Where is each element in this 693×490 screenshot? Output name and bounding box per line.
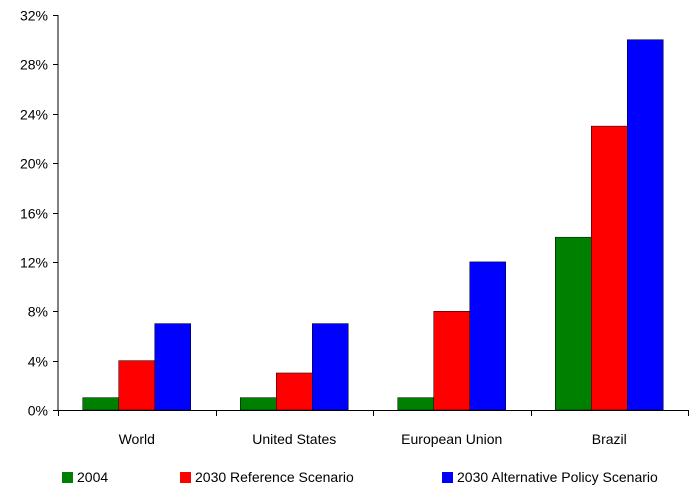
bars [82, 39, 664, 411]
legend-label-2030-reference: 2030 Reference Scenario [195, 469, 354, 485]
legend: 2004 2030 Reference Scenario 2030 Altern… [0, 466, 693, 490]
legend-item-2030-alternative: 2030 Alternative Policy Scenario [442, 469, 658, 485]
y-tick-label: 16% [20, 206, 48, 222]
bar [118, 360, 155, 411]
bar [312, 323, 349, 411]
bar [240, 397, 277, 411]
legend-label-2004: 2004 [77, 469, 109, 485]
bar [433, 311, 470, 411]
x-tick-label: Brazil [592, 431, 627, 447]
y-tick-label: 32% [20, 8, 48, 24]
y-tick-label: 0% [28, 403, 48, 419]
x-tick-label: World [119, 431, 155, 447]
bar [397, 397, 434, 411]
bar [82, 397, 119, 411]
y-tick-label: 28% [20, 57, 48, 73]
bar [469, 261, 506, 411]
legend-item-2030-reference: 2030 Reference Scenario [180, 469, 354, 485]
legend-swatch-2030-reference [180, 471, 191, 483]
legend-swatch-2030-alternative [442, 471, 453, 483]
legend-swatch-2004 [62, 471, 73, 483]
x-tick-label: European Union [401, 431, 502, 447]
bar [591, 125, 628, 411]
bar [276, 372, 313, 411]
bar [627, 39, 664, 411]
y-tick-label: 12% [20, 255, 48, 271]
bar [154, 323, 191, 411]
y-tick-label: 20% [20, 156, 48, 172]
bar [555, 236, 592, 411]
y-axis: 0% 4% 8% 12% 16% 20% 24% 28% 32% [20, 8, 59, 419]
legend-item-2004: 2004 [62, 469, 108, 485]
legend-label-2030-alternative: 2030 Alternative Policy Scenario [457, 469, 658, 485]
x-axis: World United States European Union Brazil [58, 410, 689, 447]
y-tick-label: 24% [20, 107, 48, 123]
x-tick-label: United States [252, 431, 336, 447]
y-tick-label: 8% [28, 304, 48, 320]
y-tick-label: 4% [28, 354, 48, 370]
